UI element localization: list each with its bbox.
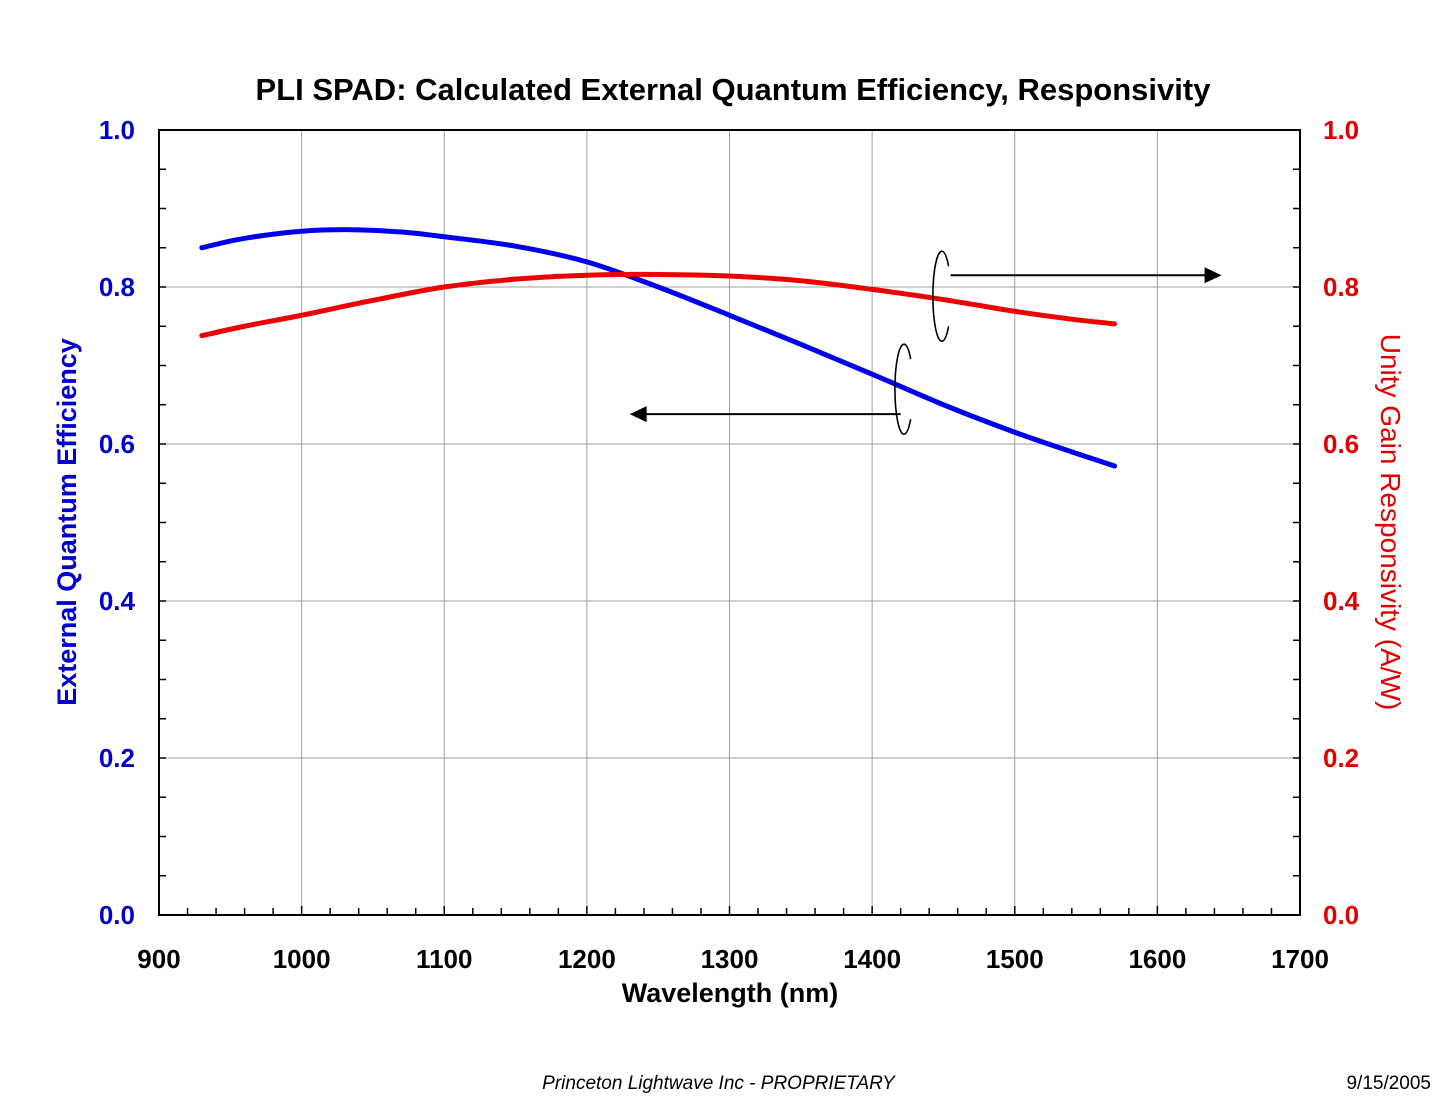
x-tick-label: 1600 — [1128, 944, 1186, 974]
x-tick-label: 1400 — [843, 944, 901, 974]
y2-tick-label: 0.0 — [1323, 900, 1359, 930]
y-tick-label: 1.0 — [99, 115, 135, 145]
chart-title: PLI SPAD: Calculated External Quantum Ef… — [256, 72, 1212, 107]
eqe-line — [199, 227, 1118, 469]
left-axis-arrow-head — [629, 406, 647, 423]
left-axis-arrow-bracket — [894, 343, 912, 435]
x-axis-label: Wavelength (nm) — [622, 978, 839, 1008]
grid — [159, 130, 1300, 915]
y2-tick-label: 0.6 — [1323, 429, 1359, 459]
x-tick-label: 1700 — [1271, 944, 1329, 974]
y2-tick-label: 1.0 — [1323, 115, 1359, 145]
annotations — [629, 250, 1222, 435]
y-tick-label: 0.4 — [99, 586, 136, 616]
y-tick-labels: 0.0 0.2 0.4 0.6 0.8 1.0 — [99, 115, 136, 930]
responsivity-line — [199, 271, 1118, 339]
y-tick-label: 0.2 — [99, 743, 135, 773]
footer-date: 9/15/2005 — [1346, 1073, 1431, 1094]
right-axis-arrow-head — [1204, 267, 1222, 284]
x-tick-labels: 900 1000 1100 1200 1300 1400 1500 1600 1700 — [137, 944, 1329, 974]
plot-frame — [158, 129, 1301, 916]
x-tick-label: 1000 — [273, 944, 331, 974]
x-tick-label: 1500 — [986, 944, 1044, 974]
y2-tick-labels: 0.0 0.2 0.4 0.6 0.8 1.0 — [1323, 115, 1360, 930]
y-tick-label: 0.0 — [99, 900, 135, 930]
right-axis-arrow-bracket — [932, 250, 950, 342]
y-tick-label: 0.8 — [99, 272, 135, 302]
y2-axis-label: Unity Gain Responsivity (A/W) — [1375, 334, 1406, 711]
x-tick-label: 1100 — [416, 944, 472, 974]
series-layer — [199, 227, 1118, 469]
y2-tick-label: 0.8 — [1323, 272, 1359, 302]
x-tick-label: 900 — [137, 944, 180, 974]
y-axis-label: External Quantum Efficiency — [52, 338, 82, 706]
y-tick-label: 0.6 — [99, 429, 135, 459]
x-tick-label: 1300 — [701, 944, 759, 974]
y2-tick-label: 0.4 — [1323, 586, 1360, 616]
y2-tick-label: 0.2 — [1323, 743, 1359, 773]
footer-company: Princeton Lightwave Inc - PROPRIETARY — [542, 1073, 895, 1094]
x-tick-label: 1200 — [558, 944, 616, 974]
